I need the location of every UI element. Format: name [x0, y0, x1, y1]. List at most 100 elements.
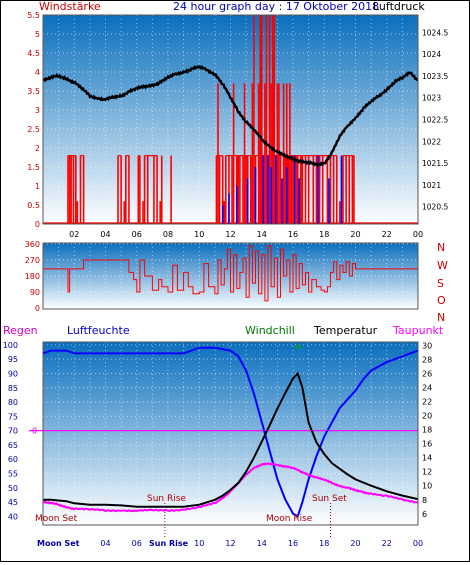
tick-label: 8: [422, 496, 427, 505]
tick-label: 1021.5: [422, 159, 448, 168]
tick-label: 16: [288, 539, 298, 548]
temperature-axis-labels: 6 8 10 12 14 16 18 20 22 24 26 28 30: [422, 342, 432, 519]
tick-label: 08: [163, 230, 173, 239]
tick-label: 1: [35, 182, 40, 191]
pressure-axis-labels: 1020.5 1021 1021.5 1022 1022.5 1023 1023.5 1024…: [422, 28, 448, 211]
tick-label: 18: [319, 230, 329, 239]
sun-rise-axis-label: Sun Rise: [149, 539, 189, 548]
legend-temperatur: Temperatur: [313, 324, 378, 337]
tick-label: 360: [25, 240, 40, 249]
tick-label: 24: [422, 384, 432, 393]
tick-label: 4.5: [27, 49, 40, 58]
tick-label: 45: [8, 498, 18, 507]
tick-label: 0.5: [27, 201, 40, 210]
moon-set-label: Moon Set: [35, 514, 78, 524]
tick-label: 55: [8, 470, 18, 479]
tick-label: 28: [422, 356, 432, 365]
tick-label: 22: [382, 230, 392, 239]
tick-label: 14: [422, 454, 432, 463]
tick-label: 5.5: [27, 11, 40, 20]
tick-label: 14: [257, 230, 267, 239]
tick-label: 26: [422, 370, 432, 379]
wind-direction-line: [43, 245, 418, 302]
tick-label: 10: [194, 539, 204, 548]
wind-speed-bars: [43, 15, 418, 224]
tick-label: 10: [194, 230, 204, 239]
wind-time-axis-labels: 02 04 06 08 10 12 14 16 18 20 22 00: [69, 230, 423, 239]
tick-label: 65: [8, 441, 18, 450]
tick-label: 40: [8, 512, 18, 521]
tick-label: 16: [422, 440, 432, 449]
tick-label: 3.5: [27, 87, 40, 96]
legend-windchill: Windchill: [245, 324, 295, 337]
tick-label: 0: [35, 220, 40, 229]
tick-label: 6: [422, 510, 427, 519]
direction-panel-border: [42, 242, 419, 310]
wind-panel-border: [42, 14, 419, 225]
tick-label: 1022: [422, 137, 441, 146]
tick-label: 4: [35, 68, 40, 77]
dewpoint-line: [42, 462, 419, 513]
tick-label: 85: [8, 384, 18, 393]
tick-label: 3: [35, 106, 40, 115]
tick-label: 20: [350, 230, 360, 239]
tick-label: 06: [132, 539, 142, 548]
tick-label: 04: [100, 539, 110, 548]
tick-label: 02: [69, 230, 79, 239]
pressure-axis-title: Luftdruck: [373, 1, 425, 13]
tick-label: 18: [319, 539, 329, 548]
temperature-panel-grid: [43, 342, 418, 525]
tick-label: 1023.5: [422, 72, 448, 81]
compass-letter-s: S: [437, 277, 444, 290]
tick-label: 1022.5: [422, 116, 448, 125]
compass-letter-o: O: [437, 294, 446, 307]
wind-axis-title: Windstärke: [39, 1, 101, 13]
moon-set-axis-label: Moon Set: [37, 539, 80, 548]
temperature-panel-border: [42, 341, 419, 526]
temperature-time-axis-labels: 04 06 10 12 14 16 18 20 22 00: [100, 539, 423, 548]
tick-label: 1021: [422, 181, 441, 190]
tick-label: 90: [30, 288, 40, 297]
tick-label: 06: [132, 230, 142, 239]
tick-label: 1024: [422, 50, 441, 59]
legend-taupunkt: Taupunkt: [392, 324, 444, 337]
compass-letter-n-top: N: [437, 241, 445, 254]
tick-label: 180: [25, 272, 40, 281]
tick-label: 1.5: [27, 163, 40, 172]
tick-label: 60: [8, 455, 18, 464]
compass-letter-w: W: [437, 259, 448, 272]
chart-title: 24 hour graph day : 17 Oktober 2018: [173, 1, 379, 13]
tick-label: 1024.5: [422, 28, 448, 37]
moon-rise-label: Moon Rise: [266, 514, 313, 524]
tick-label: 20: [422, 412, 432, 421]
tick-label: 16: [288, 230, 298, 239]
wind-gust-bars: [221, 155, 343, 224]
wind-axis-labels: 0 0.5 1 1.5 2 2.5 3 3.5 4 4.5 5 5.5: [27, 11, 40, 229]
reference-line-label: 0: [32, 427, 37, 436]
sun-rise-label: Sun Rise: [147, 494, 186, 504]
tick-label: 2.5: [27, 125, 40, 134]
legend-luftfeuchte: Luftfeuchte: [67, 324, 130, 337]
tick-label: 80: [8, 398, 18, 407]
tick-label: 12: [422, 468, 432, 477]
temperature-panel-background: [43, 342, 418, 525]
tick-label: 20: [350, 539, 360, 548]
pressure-line: [42, 64, 419, 168]
tick-label: 10: [422, 482, 432, 491]
humidity-axis-labels: 40 45 50 55 60 65 70 75 80 85 90 95 100: [3, 341, 18, 522]
tick-label: 50: [8, 484, 18, 493]
tick-label: 1023: [422, 94, 441, 103]
tick-label: 12: [225, 230, 235, 239]
compass-letter-n-bottom: N: [437, 311, 445, 324]
tick-label: 2: [35, 144, 40, 153]
legend-regen: Regen: [3, 324, 38, 337]
temperature-line: [43, 371, 419, 508]
tick-label: 270: [25, 256, 40, 265]
tick-label: 70: [8, 427, 18, 436]
tick-label: 18: [422, 426, 432, 435]
direction-axis-labels: 0 90 180 270 360: [25, 240, 40, 313]
tick-label: 1020.5: [422, 203, 448, 212]
tick-label: 22: [382, 539, 392, 548]
